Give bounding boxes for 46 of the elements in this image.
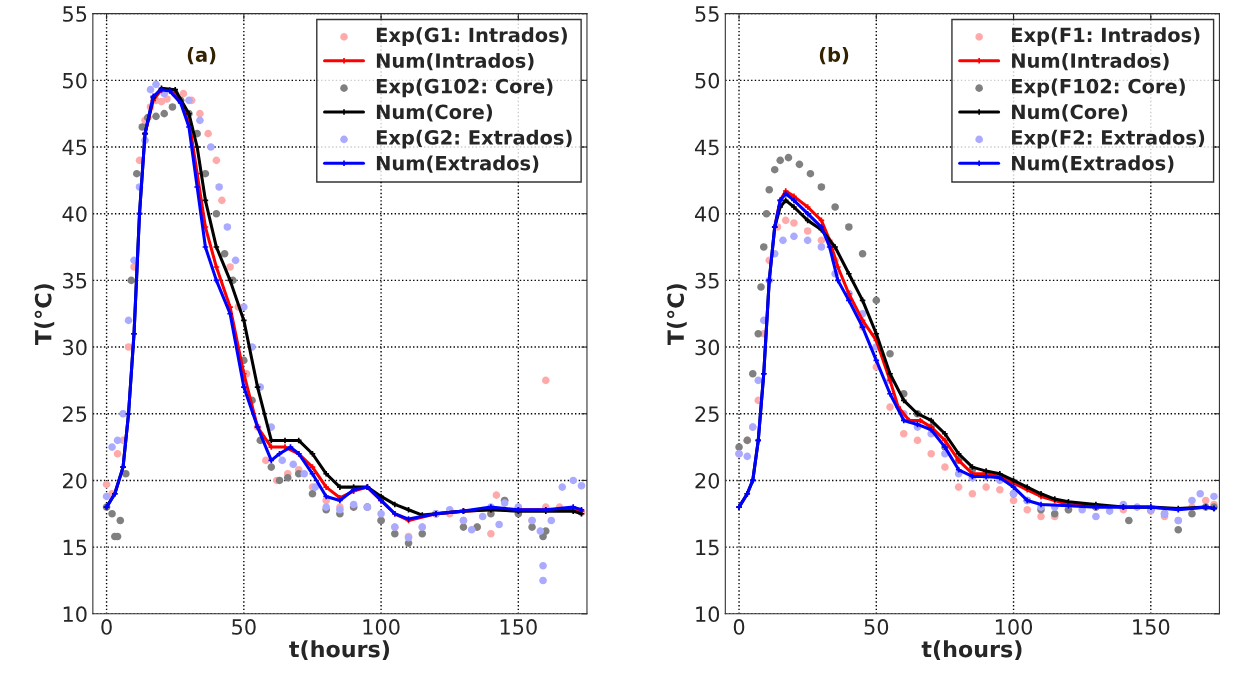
y-tick-label: 10 [696, 606, 720, 623]
legend-label: Num(Core) [376, 104, 493, 122]
y-tick-label: 45 [62, 139, 87, 156]
y-axis-title: T(°C) [34, 284, 55, 346]
x-tick-label: 100 [995, 619, 1033, 635]
x-tick-label: 50 [864, 619, 889, 635]
y-tick-label: 40 [694, 206, 720, 222]
y-tick-label: 50 [695, 72, 720, 89]
legend-label: Exp(G2: Extrados) [376, 129, 572, 149]
legend-label: Num(Extrados) [1012, 155, 1174, 173]
x-tick-label: 50 [232, 619, 256, 635]
y-tick-label: 20 [695, 472, 720, 489]
y-tick-label: 25 [695, 406, 719, 422]
y-tick-label: 55 [63, 6, 87, 22]
legend-label: Exp(F1: Intrados) [1012, 27, 1200, 47]
legend-label: Exp(F2: Extrados) [1012, 129, 1205, 149]
y-tick-label: 50 [63, 72, 87, 89]
x-tick-label: 0 [733, 619, 745, 635]
y-tick-label: 15 [696, 539, 719, 556]
y-tick-label: 45 [694, 139, 719, 156]
y-tick-label: 30 [695, 339, 720, 356]
legend-label: Exp(G102: Core) [376, 78, 553, 98]
y-tick-label: 30 [63, 339, 87, 356]
x-tick-label: 150 [500, 619, 537, 635]
x-tick-label: 0 [101, 619, 112, 635]
x-axis-title: t(hours) [921, 640, 1022, 661]
x-tick-label: 150 [1133, 619, 1170, 635]
legend-label: Exp(F102: Core) [1012, 78, 1185, 98]
y-tick-label: 35 [695, 272, 719, 289]
y-axis-title: T(°C) [666, 284, 687, 346]
legend-label: Num(Intrados) [376, 52, 534, 71]
annotation: (a) [187, 46, 216, 65]
y-tick-label: 40 [62, 206, 87, 222]
legend-label: Num(Intrados) [1012, 52, 1169, 71]
legend-label: Num(Core) [1012, 104, 1128, 122]
y-tick-label: 20 [63, 472, 87, 489]
y-tick-label: 15 [63, 539, 87, 556]
legend-label: Num(Extrados) [376, 155, 539, 173]
annotation: (b) [819, 46, 849, 65]
y-tick-label: 25 [63, 406, 87, 422]
legend-label: Exp(G1: Intrados) [376, 27, 567, 47]
y-tick-label: 55 [695, 6, 719, 22]
y-tick-label: 10 [63, 606, 87, 623]
x-axis-title: t(hours) [289, 640, 390, 661]
x-tick-label: 100 [363, 619, 400, 635]
y-tick-label: 35 [63, 272, 87, 289]
